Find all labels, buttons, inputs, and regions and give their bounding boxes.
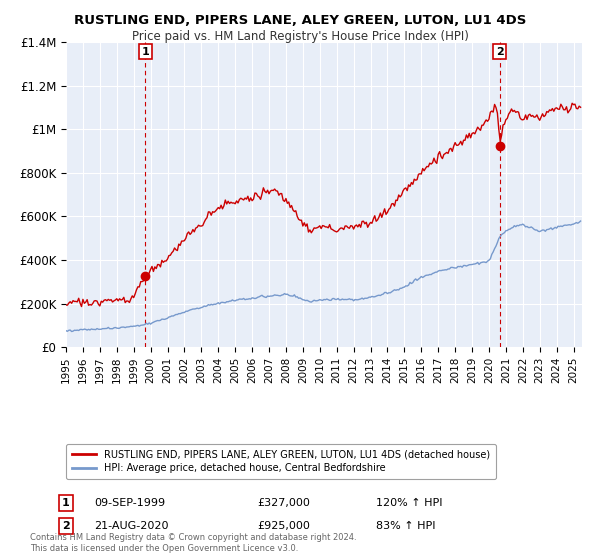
Text: 21-AUG-2020: 21-AUG-2020 <box>94 521 169 531</box>
Text: 120% ↑ HPI: 120% ↑ HPI <box>376 498 442 508</box>
Text: This data is licensed under the Open Government Licence v3.0.: This data is licensed under the Open Gov… <box>30 544 298 553</box>
Text: Contains HM Land Registry data © Crown copyright and database right 2024.: Contains HM Land Registry data © Crown c… <box>30 533 356 542</box>
Text: Price paid vs. HM Land Registry's House Price Index (HPI): Price paid vs. HM Land Registry's House … <box>131 30 469 43</box>
Legend: RUSTLING END, PIPERS LANE, ALEY GREEN, LUTON, LU1 4DS (detached house), HPI: Ave: RUSTLING END, PIPERS LANE, ALEY GREEN, L… <box>66 444 496 479</box>
Text: 1: 1 <box>142 46 149 57</box>
Text: 2: 2 <box>496 46 503 57</box>
Text: £327,000: £327,000 <box>257 498 310 508</box>
Text: 83% ↑ HPI: 83% ↑ HPI <box>376 521 435 531</box>
Text: 1: 1 <box>62 498 70 508</box>
Text: RUSTLING END, PIPERS LANE, ALEY GREEN, LUTON, LU1 4DS: RUSTLING END, PIPERS LANE, ALEY GREEN, L… <box>74 14 526 27</box>
Text: 2: 2 <box>62 521 70 531</box>
Text: £925,000: £925,000 <box>257 521 310 531</box>
Text: 09-SEP-1999: 09-SEP-1999 <box>94 498 166 508</box>
